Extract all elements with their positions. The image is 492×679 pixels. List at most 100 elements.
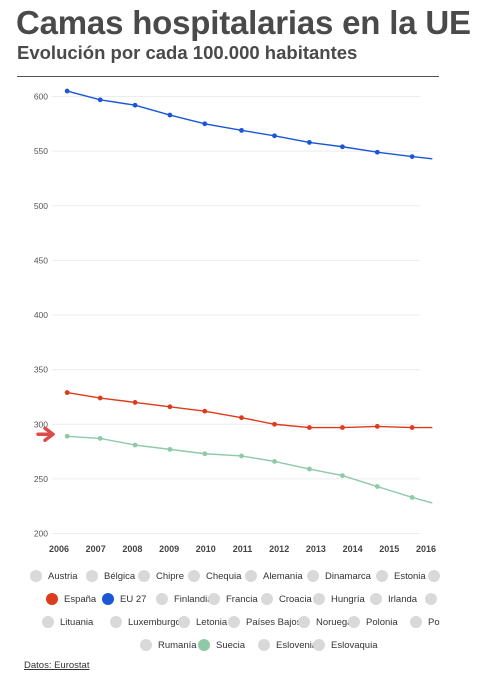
legend-dot-icon <box>102 593 114 605</box>
legend-item-francia[interactable]: Francia <box>208 593 258 605</box>
legend-item-eu-27[interactable]: EU 27 <box>102 593 146 605</box>
legend-item-polonia[interactable]: Polonia <box>348 616 398 628</box>
data-point <box>167 446 173 452</box>
data-point <box>374 484 380 489</box>
legend-item-label: Estonia <box>394 570 426 582</box>
legend-item-label: Letonia <box>196 616 228 628</box>
legend-item-label: Finlandia <box>174 593 213 605</box>
legend-item-label: Eslovenia <box>276 639 318 651</box>
legend-item-label: Eslovaquia <box>331 639 378 651</box>
x-tick-label: 2008 <box>122 544 142 554</box>
data-point <box>64 88 70 94</box>
series-line <box>66 90 433 160</box>
legend-item-finlandia[interactable]: Finlandia <box>156 593 213 605</box>
legend-item-espana[interactable]: España <box>46 593 96 605</box>
title-divider <box>17 76 439 77</box>
y-tick-label: 250 <box>34 474 48 484</box>
legend-dot-icon <box>178 616 190 628</box>
legend-item-label: Chipre <box>156 570 184 582</box>
data-point <box>306 139 312 145</box>
y-tick-label: 350 <box>34 365 48 375</box>
legend-item-cut[interactable] <box>428 570 440 582</box>
legend-item-chipre[interactable]: Chipre <box>138 570 184 582</box>
legend-dot-icon <box>261 593 273 605</box>
data-point <box>132 400 138 405</box>
y-tick-label: 450 <box>34 255 48 265</box>
legend-item-letonia[interactable]: Letonia <box>178 616 227 628</box>
legend-dot-icon <box>156 593 168 605</box>
legend-item-rumania[interactable]: Rumanía <box>140 639 197 651</box>
legend-item-croacia[interactable]: Croacia <box>261 593 312 605</box>
x-tick-label: 2015 <box>379 544 399 554</box>
legend-item-austria[interactable]: Austria <box>30 570 78 582</box>
legend-dot-icon <box>46 593 58 605</box>
legend-item-label: Polonia <box>366 616 398 628</box>
x-tick-label: 2016 <box>416 544 436 554</box>
legend-item-label: Chequia <box>206 570 242 582</box>
legend-item-chequia[interactable]: Chequia <box>188 570 241 582</box>
legend-dot-icon <box>348 616 360 628</box>
legend-dot-icon <box>228 616 240 628</box>
data-point <box>97 436 103 441</box>
data-point <box>306 466 312 472</box>
legend-item-noruega[interactable]: Noruega <box>298 616 352 628</box>
x-tick-label: 2011 <box>233 544 253 554</box>
legend-dot-icon <box>370 593 382 605</box>
arrow-head <box>43 426 55 443</box>
legend-item-suecia[interactable]: Suecia <box>198 639 245 651</box>
legend-dot-icon <box>307 570 319 582</box>
legend-item-eslovaquia[interactable]: Eslovaquia <box>313 639 377 651</box>
legend-item-eslovenia[interactable]: Eslovenia <box>258 639 317 651</box>
legend-dot-icon <box>313 639 325 651</box>
legend-item-paises-bajos[interactable]: Países Bajos <box>228 616 301 628</box>
legend-item-luxemburgo[interactable]: Luxemburgo <box>110 616 181 628</box>
data-point <box>132 102 138 108</box>
legend-item-label: Lituania <box>60 616 94 628</box>
data-point <box>340 425 345 430</box>
line-chart: 200 250 300 350 400 450 500 550 600 2006 2007 2008 2… <box>34 88 436 554</box>
legend-item-label: Noruega <box>316 616 353 628</box>
legend-item-irlanda[interactable]: Irlanda <box>370 593 417 605</box>
legend-dot-icon <box>258 639 270 651</box>
x-tick-label: 2012 <box>269 544 289 554</box>
legend-item-i[interactable]: I <box>425 593 440 605</box>
legend-dot-icon <box>428 570 440 582</box>
legend: Austria Bélgica Chipre Chequia Alemania Dinam… <box>30 568 440 660</box>
legend-item-lituania[interactable]: Lituania <box>42 616 93 628</box>
legend-item-label: Alemania <box>263 570 303 582</box>
data-point <box>340 144 345 150</box>
legend-item-label: Croacia <box>279 593 312 605</box>
data-point <box>132 442 138 448</box>
legend-item-label: España <box>64 593 97 605</box>
legend-item-estonia[interactable]: Estonia <box>376 570 426 582</box>
legend-dot-icon <box>425 593 437 605</box>
legend-item-label: Por <box>428 616 440 628</box>
legend-item-dinamarca[interactable]: Dinamarca <box>307 570 371 582</box>
legend-item-hungria[interactable]: Hungría <box>313 593 365 605</box>
data-point <box>97 97 103 103</box>
legend-dot-icon <box>298 616 310 628</box>
x-tick-label: 2007 <box>86 544 106 554</box>
legend-item-belgica[interactable]: Bélgica <box>86 570 135 582</box>
x-tick-label: 2014 <box>343 544 363 554</box>
legend-dot-icon <box>138 570 150 582</box>
y-tick-label: 500 <box>34 201 48 211</box>
legend-item-label: Luxemburgo <box>128 616 181 628</box>
legend-dot-icon <box>110 616 122 628</box>
data-point <box>239 453 244 459</box>
legend-item-label: Bélgica <box>104 570 136 582</box>
data-point <box>202 408 208 414</box>
legend-dot-icon <box>410 616 422 628</box>
data-point <box>202 451 208 457</box>
data-point <box>409 154 415 159</box>
legend-item-por[interactable]: Por <box>410 616 440 628</box>
data-point <box>409 495 415 500</box>
series-line <box>67 391 433 429</box>
source-link[interactable]: Datos: Eurostat <box>24 660 90 671</box>
data-point <box>167 112 173 118</box>
legend-item-alemania[interactable]: Alemania <box>245 570 303 582</box>
data-point <box>239 127 244 133</box>
legend-item-label: Austria <box>48 570 78 582</box>
legend-item-label: Dinamarca <box>325 570 371 582</box>
legend-item-label: Rumanía <box>158 639 197 651</box>
